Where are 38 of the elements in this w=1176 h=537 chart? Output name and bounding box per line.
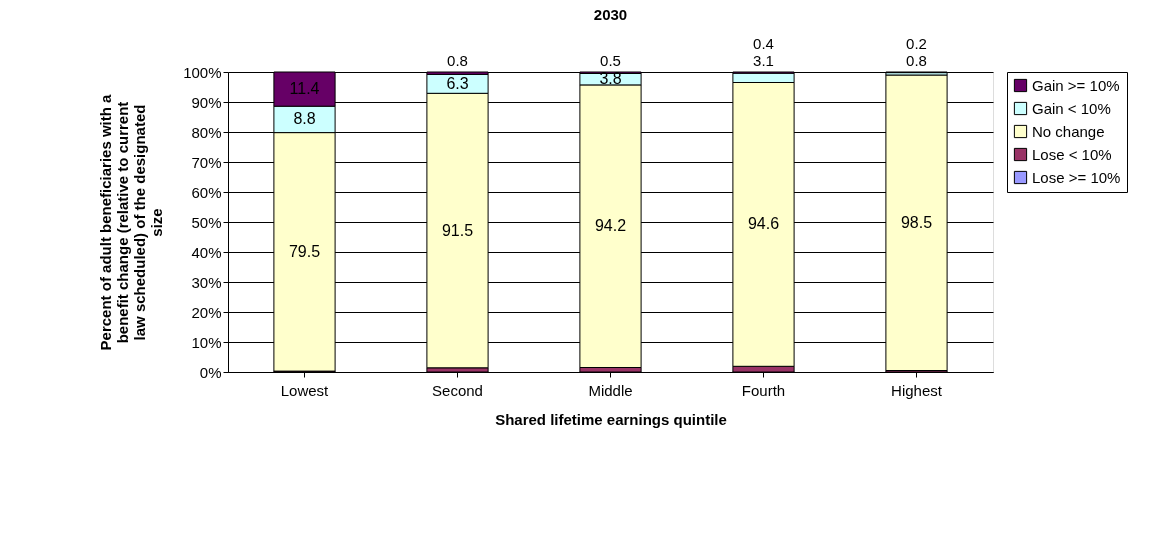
y-tick-label: 100% bbox=[183, 63, 222, 81]
y-tick-label: 0% bbox=[199, 363, 222, 381]
data-label: 0.4 bbox=[753, 35, 774, 52]
y-axis-title: Percent of adult beneficiaries with a benefit change (relative to current law scheduled) of the designated size bbox=[97, 93, 166, 351]
y-tick-label: 70% bbox=[191, 153, 222, 171]
data-label: 98.5 bbox=[900, 213, 933, 231]
legend-label: Lose >= 10% bbox=[1032, 168, 1121, 186]
legend-label: No change bbox=[1032, 122, 1105, 140]
y-tick-label: 60% bbox=[191, 183, 222, 201]
legend-label: Gain < 10% bbox=[1032, 99, 1111, 117]
data-label: 0.5 bbox=[600, 52, 621, 69]
data-label: 0.8 bbox=[906, 52, 927, 69]
y-tick-label: 40% bbox=[191, 243, 222, 261]
data-label: 79.5 bbox=[288, 242, 321, 260]
x-tick-label: Highest bbox=[891, 381, 943, 399]
data-label: 3.1 bbox=[753, 52, 774, 69]
data-label: 91.5 bbox=[441, 221, 474, 239]
data-label: 6.3 bbox=[446, 74, 469, 92]
y-tick-label: 10% bbox=[191, 333, 222, 351]
data-label: 0.2 bbox=[906, 35, 927, 52]
y-tick-label: 50% bbox=[191, 213, 222, 231]
y-tick-label: 80% bbox=[191, 123, 222, 141]
x-tick-label: Lowest bbox=[280, 381, 330, 399]
x-tick-label: Middle bbox=[588, 381, 633, 399]
x-axis-title: Shared lifetime earnings quintile bbox=[495, 410, 727, 428]
data-label: 0.8 bbox=[447, 52, 468, 69]
x-tick-label: Fourth bbox=[741, 381, 786, 399]
chart-title: 2030 bbox=[593, 6, 628, 23]
x-tick-label: Second bbox=[432, 381, 483, 399]
y-tick-label: 20% bbox=[191, 303, 222, 321]
data-label: 94.6 bbox=[747, 215, 780, 233]
y-tick-label: 90% bbox=[191, 93, 222, 111]
data-label: 11.4 bbox=[289, 80, 320, 98]
data-label: 8.8 bbox=[293, 110, 316, 128]
legend-label: Lose < 10% bbox=[1032, 145, 1112, 163]
legend-label: Gain >= 10% bbox=[1032, 76, 1120, 94]
data-label: 94.2 bbox=[594, 217, 627, 235]
y-tick-label: 30% bbox=[191, 273, 222, 291]
